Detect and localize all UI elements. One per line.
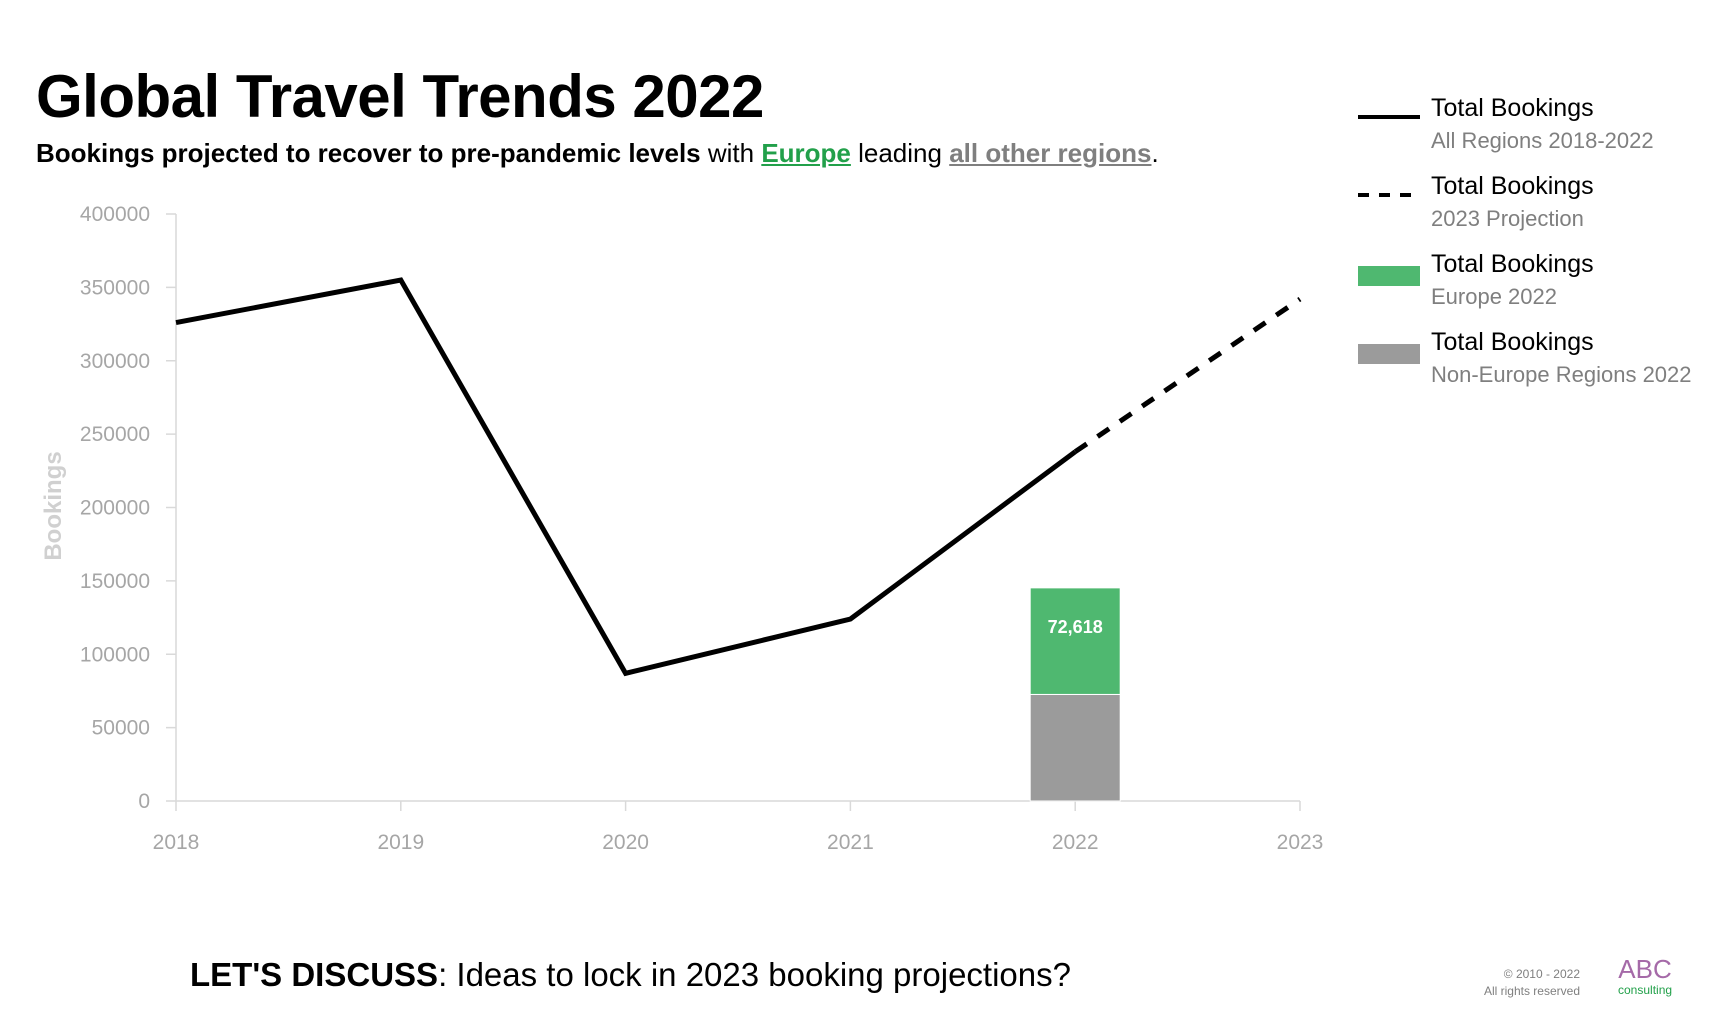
subtitle: Bookings projected to recover to pre-pan… xyxy=(36,138,1159,169)
legend-item-europe: Total Bookings Europe 2022 xyxy=(1358,250,1708,320)
y-tick-label: 100000 xyxy=(80,643,150,666)
legend-desc: Europe 2022 xyxy=(1431,284,1557,309)
legend-desc: Non-Europe Regions 2022 xyxy=(1431,362,1692,387)
x-tick-label: 2018 xyxy=(153,831,200,854)
legend-desc: All Regions 2018-2022 xyxy=(1431,128,1654,153)
subtitle-lead: Bookings projected to recover to pre-pan… xyxy=(36,138,701,168)
legend-item-non-europe: Total Bookings Non-Europe Regions 2022 xyxy=(1358,328,1708,398)
bar-segment-non-europe xyxy=(1029,693,1121,802)
chart-lines xyxy=(175,277,1302,677)
discuss-text: : Ideas to lock in 2023 booking projecti… xyxy=(438,956,1071,993)
y-tick-label: 50000 xyxy=(92,717,150,740)
x-tick-label: 2023 xyxy=(1277,831,1324,854)
legend-item-projection: Total Bookings 2023 Projection xyxy=(1358,172,1708,242)
legend-item-all-regions: Total Bookings All Regions 2018-2022 xyxy=(1358,94,1708,164)
subtitle-leading: leading xyxy=(850,138,950,168)
discussion-prompt: LET'S DISCUSS: Ideas to lock in 2023 boo… xyxy=(190,956,1071,994)
y-tick-label: 200000 xyxy=(80,497,150,520)
solid-line-swatch xyxy=(1358,115,1420,119)
legend-name: Total Bookings xyxy=(1431,172,1594,200)
dashed-line-swatch xyxy=(1358,193,1420,197)
series-line-total-bookings xyxy=(175,277,1077,677)
copyright-notice: © 2010 - 2022 All rights reserved xyxy=(1470,966,1580,1000)
bar-segment-europe xyxy=(1029,587,1121,695)
logo-subtext: consulting xyxy=(1618,983,1673,997)
legend-desc: 2023 Projection xyxy=(1431,206,1584,231)
y-tick-label: 300000 xyxy=(80,350,150,373)
y-tick-label: 0 xyxy=(138,790,150,813)
y-tick-label: 350000 xyxy=(80,276,150,299)
y-axis-label: Bookings xyxy=(40,451,67,560)
y-tick-label: 250000 xyxy=(80,423,150,446)
x-tick-label: 2020 xyxy=(602,831,649,854)
green-block-swatch xyxy=(1358,266,1420,286)
legend-name: Total Bookings xyxy=(1431,250,1594,278)
logo-mark: ABC xyxy=(1618,954,1672,984)
series-line-projection xyxy=(1073,297,1302,454)
bar-data-label: 72,618 xyxy=(1048,617,1103,637)
copyright-rights: All rights reserved xyxy=(1483,984,1580,998)
gray-block-swatch xyxy=(1358,344,1420,364)
copyright-years: © 2010 - 2022 xyxy=(1503,967,1580,981)
y-tick-label: 150000 xyxy=(80,570,150,593)
stacked-bar-2022: 72,618 xyxy=(1029,587,1121,802)
x-tick-label: 2019 xyxy=(377,831,424,854)
y-tick-label: 400000 xyxy=(80,203,150,226)
legend-name: Total Bookings xyxy=(1431,94,1594,122)
x-tick-label: 2022 xyxy=(1052,831,1099,854)
subtitle-other-regions: all other regions xyxy=(949,138,1152,168)
discuss-lead: LET'S DISCUSS xyxy=(190,956,439,993)
company-logo: ABC consulting xyxy=(1618,954,1672,997)
chart-legend: Total Bookings All Regions 2018-2022 Tot… xyxy=(1358,94,1708,406)
x-tick-label: 2021 xyxy=(827,831,874,854)
subtitle-europe: Europe xyxy=(761,138,851,168)
chart-axes: 0 50000 100000 150000 200000 250000 300000 3500… xyxy=(80,203,1323,854)
subtitle-with: with xyxy=(700,138,762,168)
page-title: Global Travel Trends 2022 xyxy=(36,63,764,130)
subtitle-period: . xyxy=(1151,138,1159,168)
legend-name: Total Bookings xyxy=(1431,328,1594,356)
